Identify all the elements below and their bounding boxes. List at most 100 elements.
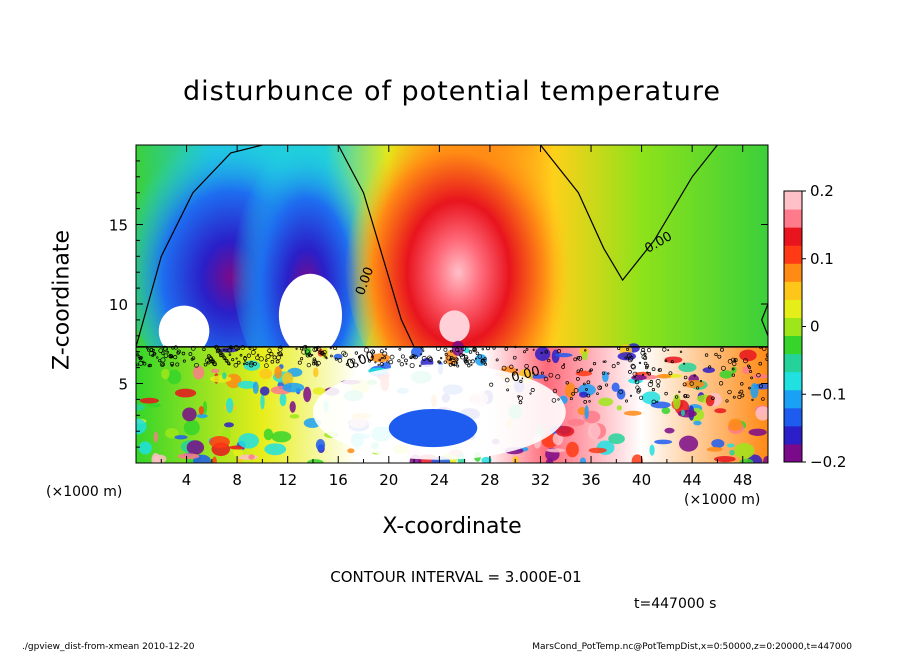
interface-contour [398, 347, 402, 351]
interface-contour [551, 398, 557, 403]
interface-contour [489, 382, 494, 387]
footer-left-text: ./gpview_dist-from-xmean 2010-12-20 [22, 642, 195, 652]
contour-label: 0.00 [510, 364, 542, 386]
x-tick-label: 16 [329, 471, 348, 489]
interface-contour [176, 351, 180, 355]
interface-contour [354, 351, 359, 355]
interface-contour [552, 388, 558, 394]
interface-contour [295, 347, 298, 350]
interface-contour [468, 350, 473, 354]
interface-contour [646, 371, 649, 374]
interface-contour [311, 354, 314, 357]
interface-contour [443, 347, 448, 352]
lower-patch [706, 447, 723, 452]
interface-contour [585, 388, 588, 391]
interface-contour [525, 348, 529, 351]
interface-contour [639, 395, 644, 400]
interface-contour [765, 357, 768, 361]
interface-contour [324, 355, 327, 358]
lower-patch [726, 443, 735, 448]
interface-contour [163, 353, 169, 359]
lower-patch [229, 445, 246, 450]
interface-contour [670, 360, 674, 364]
interface-contour [437, 360, 441, 364]
interface-contour [588, 400, 591, 403]
interface-contour [384, 348, 387, 351]
interface-contour [682, 382, 687, 387]
interface-contour [732, 361, 737, 367]
interface-contour [565, 381, 569, 385]
lower-patch [649, 444, 655, 456]
lower-patch [711, 439, 725, 449]
interface-contour [605, 383, 609, 387]
interface-contour [544, 350, 548, 354]
lower-patch [631, 454, 644, 463]
zero-contour [337, 145, 415, 348]
x-axis-label: X-coordinate [382, 514, 522, 539]
interface-contour [664, 359, 668, 363]
interface-contour [400, 354, 405, 359]
interface-contour [557, 349, 562, 354]
x-tick-label: 40 [632, 471, 651, 489]
lower-patch [678, 362, 697, 373]
interface-contour [481, 347, 485, 351]
lower-patch [274, 366, 282, 379]
interface-contour [625, 399, 628, 403]
interface-contour [540, 371, 544, 375]
interface-contour [370, 349, 376, 355]
interface-contour [420, 353, 423, 356]
interface-contour [597, 385, 603, 391]
dome-3 [439, 310, 470, 343]
interface-contour [480, 359, 486, 365]
y-tick-label: 5 [118, 376, 128, 394]
interface-contour [325, 357, 328, 360]
interface-contour [583, 382, 586, 386]
interface-contour [280, 353, 283, 357]
lower-patch [656, 374, 672, 379]
lower-patch [750, 383, 759, 399]
interface-contour [202, 347, 206, 352]
lower-patch [588, 447, 607, 454]
interface-contour [462, 353, 466, 357]
interface-contour [278, 351, 283, 356]
interface-contour [264, 359, 268, 362]
interface-contour [231, 358, 235, 362]
colorbar-tick-label: −0.2 [810, 453, 846, 471]
lower-patch [237, 380, 257, 389]
interface-contour [228, 353, 232, 356]
lower-patch [183, 419, 200, 436]
colorbar-swatch [784, 191, 802, 210]
interface-contour [569, 397, 573, 401]
colorbar-tick-label: 0 [810, 318, 820, 336]
interface-contour [683, 362, 686, 365]
interface-contour [379, 362, 384, 367]
lower-patch [742, 366, 751, 375]
interface-contour [235, 348, 239, 352]
interface-contour [758, 361, 763, 366]
interface-contour [446, 355, 452, 361]
lower-patch [602, 371, 609, 383]
interface-contour [577, 355, 583, 361]
lower-patch [196, 413, 208, 419]
interface-contour [523, 350, 527, 354]
lower-patch [313, 367, 319, 378]
interface-contour [548, 372, 554, 378]
lower-patch [136, 404, 146, 411]
lower-patch [680, 409, 686, 416]
lower-patch [555, 352, 573, 358]
lower-patch [664, 356, 683, 364]
lower-patch [581, 350, 588, 361]
interface-contour [345, 362, 349, 366]
lower-patch [664, 427, 675, 434]
interface-contour [175, 362, 180, 367]
interface-contour [159, 361, 165, 367]
lower-patch [312, 387, 326, 395]
interface-contour [586, 380, 591, 385]
interface-contour [380, 356, 383, 360]
interface-contour [631, 364, 636, 370]
colorbar-swatch [784, 371, 802, 391]
interface-contour [699, 379, 703, 383]
interface-contour [474, 357, 477, 360]
interface-contour [452, 360, 458, 366]
interface-contour [148, 351, 154, 357]
